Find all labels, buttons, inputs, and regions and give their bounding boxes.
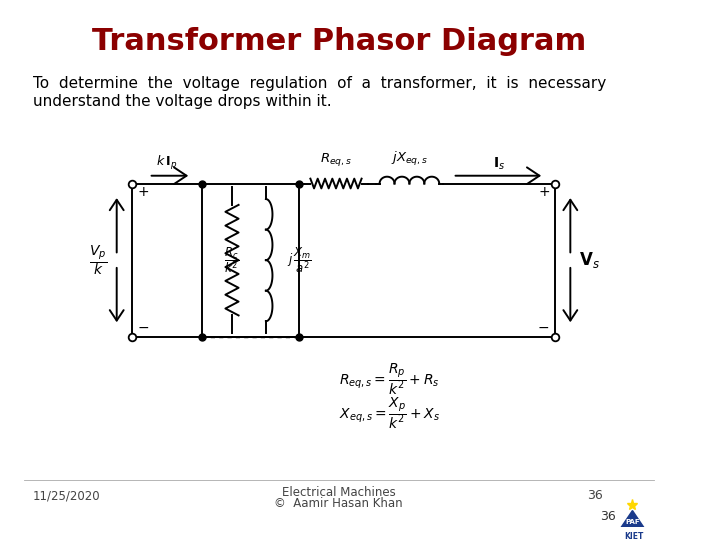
Text: 36: 36 xyxy=(587,489,603,502)
Text: −: − xyxy=(538,321,549,335)
Text: understand the voltage drops within it.: understand the voltage drops within it. xyxy=(33,94,332,109)
Text: ©  Aamir Hasan Khan: © Aamir Hasan Khan xyxy=(274,497,403,510)
Text: $\dfrac{R_c}{k^2}$: $\dfrac{R_c}{k^2}$ xyxy=(225,245,240,275)
Polygon shape xyxy=(619,510,646,530)
Text: PAF: PAF xyxy=(625,519,640,525)
Text: $R_{eq,s}$: $R_{eq,s}$ xyxy=(320,151,352,168)
Text: $\mathbf{I}_s$: $\mathbf{I}_s$ xyxy=(493,156,505,172)
Text: $k\,\mathbf{I}_p$: $k\,\mathbf{I}_p$ xyxy=(156,154,178,172)
Text: $\mathbf{V}_s$: $\mathbf{V}_s$ xyxy=(579,250,600,270)
Text: +: + xyxy=(538,185,549,199)
Text: $jX_{eq,s}$: $jX_{eq,s}$ xyxy=(391,150,428,168)
Text: Transformer Phasor Diagram: Transformer Phasor Diagram xyxy=(91,26,586,56)
Text: $X_{eq,s} = \dfrac{X_p}{k^2} + X_s$: $X_{eq,s} = \dfrac{X_p}{k^2} + X_s$ xyxy=(339,395,440,431)
Text: 11/25/2020: 11/25/2020 xyxy=(33,489,101,502)
Text: 36: 36 xyxy=(600,510,616,523)
Text: $j\,\dfrac{X_m}{a^2}$: $j\,\dfrac{X_m}{a^2}$ xyxy=(287,245,312,275)
Text: Electrical Machines: Electrical Machines xyxy=(282,485,396,498)
Text: KIET: KIET xyxy=(625,532,644,540)
Text: To  determine  the  voltage  regulation  of  a  transformer,  it  is  necessary: To determine the voltage regulation of a… xyxy=(33,76,606,91)
Text: −: − xyxy=(138,321,149,335)
Text: +: + xyxy=(138,185,149,199)
Text: $R_{eq,s} = \dfrac{R_p}{k^2} + R_s$: $R_{eq,s} = \dfrac{R_p}{k^2} + R_s$ xyxy=(339,361,439,397)
Text: $\dfrac{V_p}{k}$: $\dfrac{V_p}{k}$ xyxy=(89,243,107,277)
